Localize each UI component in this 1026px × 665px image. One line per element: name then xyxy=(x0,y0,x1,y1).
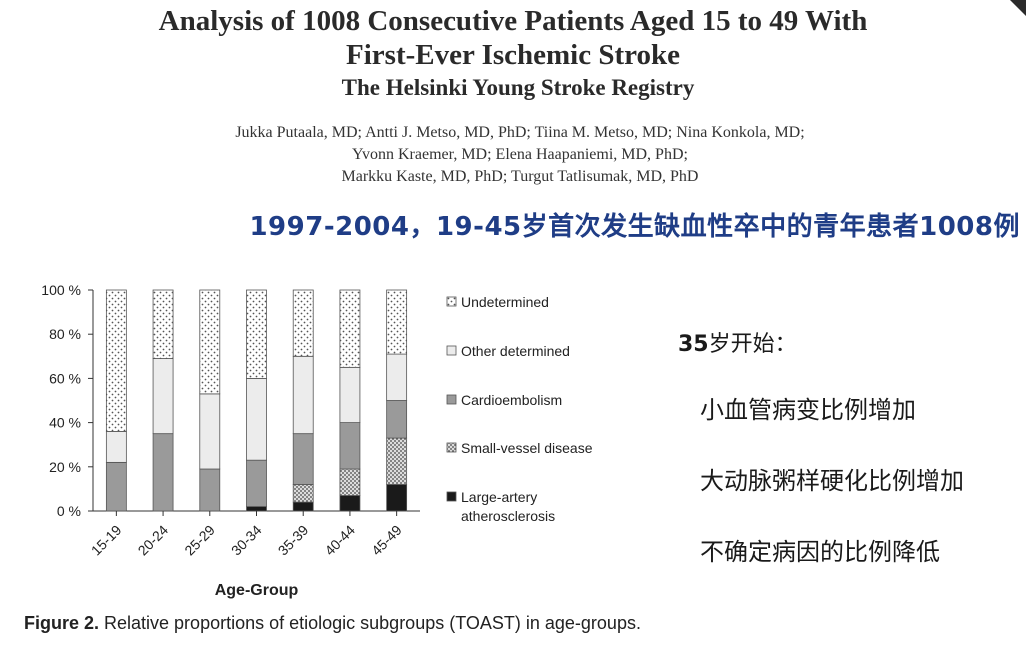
bar-segment-large-artery-atherosclerosis-30-34 xyxy=(246,506,267,512)
y-tick-label: 100 % xyxy=(41,282,81,298)
author-list: Jukka Putaala, MD; Antti J. Metso, MD, P… xyxy=(0,122,1026,188)
x-tick-label-25-29: 25-29 xyxy=(181,522,218,559)
paper-title: Analysis of 1008 Consecutive Patients Ag… xyxy=(0,4,1026,72)
bar-segment-small-vessel-disease-45-49 xyxy=(386,437,408,485)
notes-lead-text: 岁开始： xyxy=(708,332,797,357)
y-tick-label: 20 % xyxy=(49,459,81,475)
bar-segment-cardioembolism-45-49 xyxy=(386,400,408,439)
bar-segment-large-artery-atherosclerosis-45-49 xyxy=(386,484,408,512)
y-tick-label: 60 % xyxy=(49,370,81,386)
note-item-undetermined: 不确定病因的比例降低 xyxy=(700,538,940,566)
bar-segment-undetermined-40-44 xyxy=(339,289,361,368)
y-tick-label: 80 % xyxy=(49,326,81,342)
bar-segment-other-determined-40-44 xyxy=(339,366,361,423)
note-item-large-artery: 大动脉粥样硬化比例增加 xyxy=(700,467,964,495)
bar-segment-other-determined-25-29 xyxy=(199,393,221,470)
bar-segment-other-determined-35-39 xyxy=(292,355,314,435)
bar-segment-undetermined-35-39 xyxy=(292,289,314,357)
bar-segment-cardioembolism-20-24 xyxy=(152,433,174,512)
x-tick-label-45-49: 45-49 xyxy=(368,522,405,559)
notes-lead: 35岁开始： xyxy=(678,326,964,358)
y-tick-label: 40 % xyxy=(49,415,81,431)
bar-segment-cardioembolism-40-44 xyxy=(339,422,361,470)
legend-swatch-other-determined xyxy=(446,345,457,356)
authors-line-1: Jukka Putaala, MD; Antti J. Metso, MD, P… xyxy=(235,124,805,141)
bar-segment-undetermined-45-49 xyxy=(386,289,408,355)
x-tick-label-20-24: 20-24 xyxy=(135,522,172,559)
caption-text: Relative proportions of etiologic subgro… xyxy=(99,613,641,633)
legend-label-large-artery-line2: atherosclerosis xyxy=(461,508,555,524)
bar-segment-other-determined-15-19 xyxy=(105,431,127,463)
bar-segment-undetermined-20-24 xyxy=(152,289,174,359)
bar-segment-undetermined-25-29 xyxy=(199,289,221,395)
x-tick-label-30-34: 30-34 xyxy=(228,522,265,559)
title-line-2: First-Ever Ischemic Stroke xyxy=(346,39,680,71)
authors-line-2: Yvonn Kraemer, MD; Elena Haapaniemi, MD,… xyxy=(352,146,688,163)
bar-segment-small-vessel-disease-40-44 xyxy=(339,468,361,496)
x-tick-label-40-44: 40-44 xyxy=(321,522,358,559)
legend-label-undetermined: Undetermined xyxy=(461,294,549,310)
bar-segment-undetermined-15-19 xyxy=(105,289,127,432)
bar-segment-other-determined-45-49 xyxy=(386,353,408,401)
x-tick-label-15-19: 15-19 xyxy=(88,522,125,559)
bar-segment-large-artery-atherosclerosis-40-44 xyxy=(339,495,361,512)
corner-mark xyxy=(1010,0,1026,16)
notes-lead-number: 35 xyxy=(678,332,709,357)
title-line-1: Analysis of 1008 Consecutive Patients Ag… xyxy=(158,5,868,37)
bar-segment-cardioembolism-30-34 xyxy=(246,459,267,507)
legend-swatch-large-artery-atherosclerosis xyxy=(446,491,457,502)
legend-swatch-small-vessel-disease xyxy=(446,442,457,453)
bar-segment-undetermined-30-34 xyxy=(246,289,267,379)
bar-segment-other-determined-20-24 xyxy=(152,358,174,435)
stacked-bar-chart: 0 % 20 % 40 % 60 % 80 % 100 % 15-19 20-24 25-29 3… xyxy=(41,282,593,599)
authors-line-3: Markku Kaste, MD, PhD; Turgut Tatlisumak… xyxy=(341,168,699,185)
slide-headline: 1997-2004，19-45岁首次发生缺血性卒中的青年患者1008例 xyxy=(249,212,1020,242)
legend-label-small-vessel-disease: Small-vessel disease xyxy=(461,440,593,456)
legend-label-cardioembolism: Cardioembolism xyxy=(461,392,562,408)
legend-label-large-artery-line1: Large-artery xyxy=(461,489,537,505)
notes-panel: 35岁开始： 小血管病变比例增加 大动脉粥样硬化比例增加 不确定病因的比例降低 xyxy=(678,326,964,603)
note-item-small-vessel: 小血管病变比例增加 xyxy=(700,396,916,424)
legend-swatch-cardioembolism xyxy=(446,394,457,405)
x-axis-label: Age-Group xyxy=(215,582,299,599)
caption-label: Figure 2. xyxy=(24,613,100,633)
x-tick-label-35-39: 35-39 xyxy=(275,522,312,559)
bar-segment-cardioembolism-35-39 xyxy=(292,433,314,485)
bar-segment-cardioembolism-15-19 xyxy=(105,461,127,512)
figure-caption: Figure 2. Relative proportions of etiolo… xyxy=(24,612,644,634)
legend-swatch-undetermined xyxy=(446,296,457,307)
legend-label-other-determined: Other determined xyxy=(461,343,570,359)
paper-subtitle: The Helsinki Young Stroke Registry xyxy=(341,75,695,100)
bar-segment-other-determined-30-34 xyxy=(246,378,267,461)
bar-segment-large-artery-atherosclerosis-35-39 xyxy=(292,501,314,512)
bar-segment-cardioembolism-25-29 xyxy=(199,468,221,512)
bar-segment-small-vessel-disease-35-39 xyxy=(292,484,314,503)
y-tick-label: 0 % xyxy=(57,503,81,519)
